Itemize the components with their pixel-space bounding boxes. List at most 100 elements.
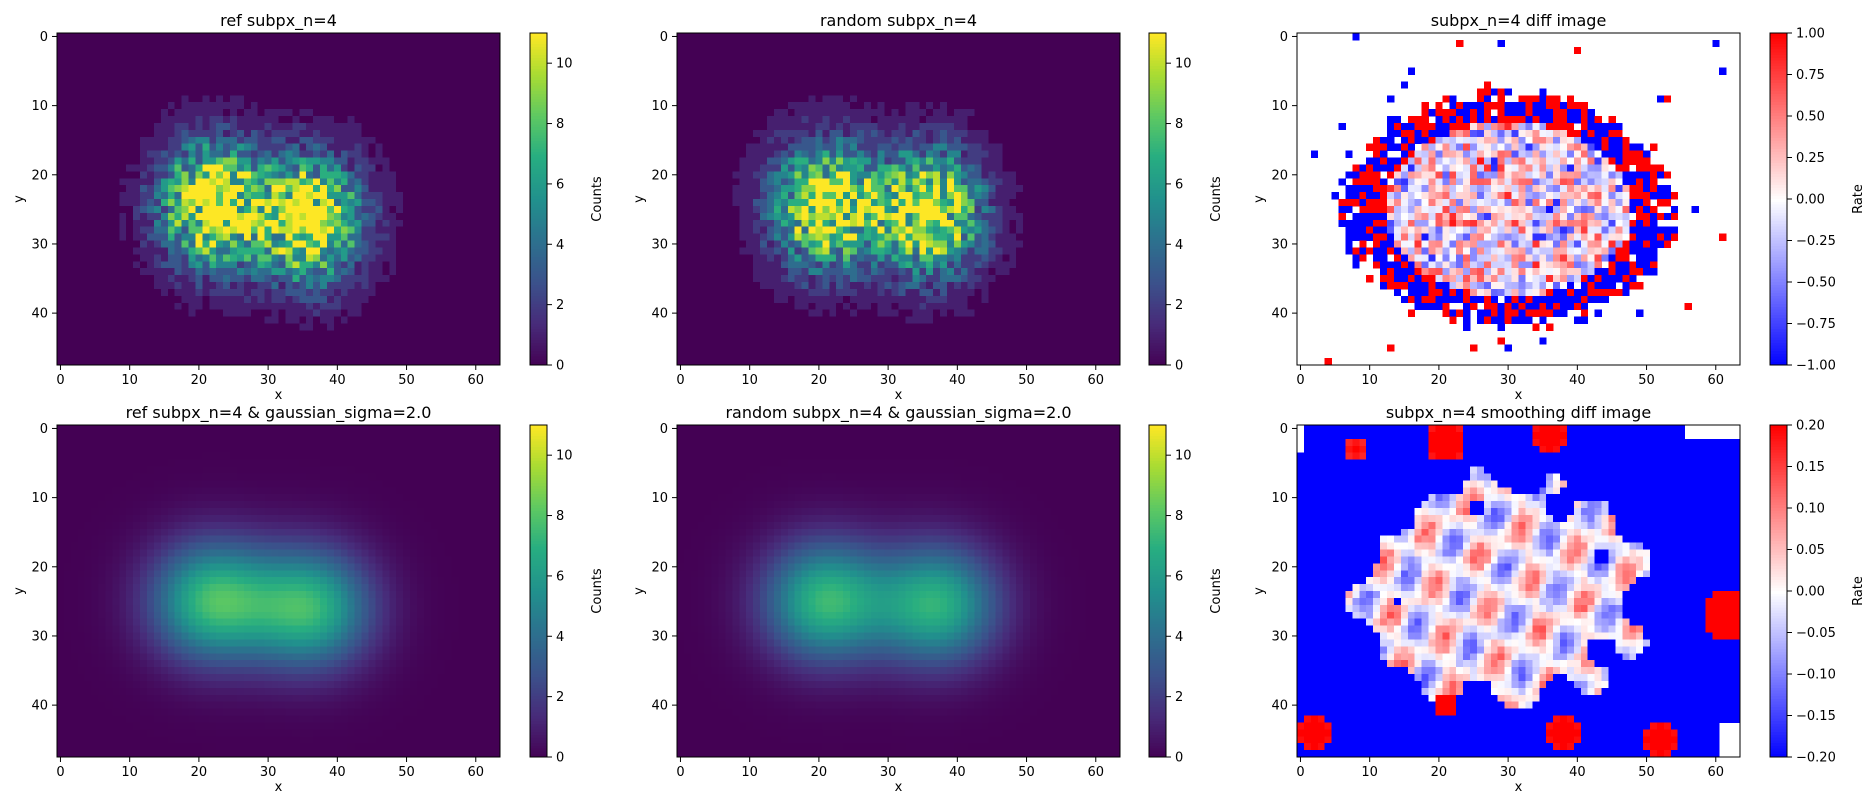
heatmap-cell [70,199,79,207]
heatmap-cell [84,192,92,200]
heatmap-cell [905,74,913,82]
heatmap-cell [354,309,362,317]
heatmap-cell [1071,157,1079,165]
heatmap-cell [133,109,141,117]
heatmap-cell [829,205,837,214]
heatmap-cell [451,46,459,55]
heatmap-cell [243,136,252,145]
heatmap-cell [683,74,692,82]
heatmap-cell [1099,205,1107,214]
heatmap-cell [250,358,259,366]
heatmap-cell [946,60,955,68]
heatmap-cell [884,53,892,62]
heatmap-cell [188,81,196,89]
heatmap-cell [63,157,72,165]
heatmap-cell [794,109,802,117]
heatmap-cell [704,81,712,89]
heatmap-cell [340,316,349,324]
heatmap-cell [850,116,858,124]
heatmap-cell [829,53,837,62]
heatmap-cell [236,33,245,41]
heatmap-cell [174,275,182,283]
heatmap-cell [223,199,231,207]
heatmap-cell [140,309,148,317]
heatmap-cell [690,171,699,179]
heatmap-cell [271,358,279,366]
heatmap-cell [437,129,445,138]
heatmap-cell [766,81,775,89]
heatmap-cell [753,109,761,117]
heatmap-cell [493,288,501,297]
heatmap-cell [382,275,390,283]
heatmap-cell [753,53,761,62]
colorbar-step [530,71,547,76]
heatmap-cell [160,268,169,276]
heatmap-cell [1036,109,1045,117]
heatmap-cell [739,88,747,96]
heatmap-cell [479,309,487,317]
heatmap-cell [773,143,782,151]
heatmap-cell [479,247,487,255]
heatmap-cell [375,46,383,55]
heatmap-cell [140,185,148,193]
heatmap-cell [77,178,86,186]
heatmap-cell [105,143,113,151]
heatmap-cell [843,205,851,214]
heatmap-cell [1078,102,1086,110]
heatmap-cell [1002,60,1010,68]
heatmap-cell [396,247,404,255]
heatmap-cell [863,178,872,186]
heatmap-cell [223,309,231,317]
heatmap-cell [933,46,941,55]
heatmap-cell [458,60,466,68]
heatmap-cell [863,116,872,124]
heatmap-cell [472,219,480,228]
heatmap-cell [801,60,809,68]
heatmap-cell [188,46,196,55]
heatmap-cell [98,358,106,366]
heatmap-cell [112,102,120,110]
heatmap-cell [195,116,203,124]
heatmap-cell [202,358,210,366]
heatmap-cell [794,171,802,179]
heatmap-cell [333,226,342,234]
heatmap-cell [230,247,238,255]
heatmap-cell [167,330,176,338]
heatmap-cell [430,240,439,248]
colorbar-step [530,49,547,53]
heatmap-cell [271,233,279,241]
heatmap-cell [479,67,487,75]
heatmap-cell [230,185,238,193]
heatmap-cell [361,109,369,117]
heatmap-cell [160,261,169,269]
heatmap-cell [347,199,355,207]
heatmap-cell [725,219,733,228]
heatmap-cell [444,316,452,324]
heatmap-cell [822,136,830,145]
heatmap-cell [1043,143,1052,151]
heatmap-cell [479,46,487,55]
heatmap-cell [63,295,72,304]
heatmap-cell [773,39,782,48]
colorbar-step [530,82,547,87]
heatmap-cell [250,282,259,290]
heatmap-cell [202,199,210,207]
heatmap-cell [1106,212,1114,221]
heatmap-cell [209,74,217,82]
heatmap-cell [382,323,390,331]
heatmap-cell [126,337,134,345]
heatmap-cell [808,95,816,103]
heatmap-cell [843,67,851,75]
heatmap-cell [105,39,113,48]
heatmap-cell [760,53,768,62]
heatmap-cell [271,309,279,317]
heatmap-cell [1009,39,1017,48]
heatmap-cell [209,351,217,359]
heatmap-cell [493,302,501,311]
heatmap-cell [209,275,217,283]
heatmap-cell [753,192,761,200]
heatmap-cell [1113,164,1121,172]
heatmap-cell [77,122,86,131]
heatmap-cell [257,164,265,172]
heatmap-cell [396,116,404,124]
